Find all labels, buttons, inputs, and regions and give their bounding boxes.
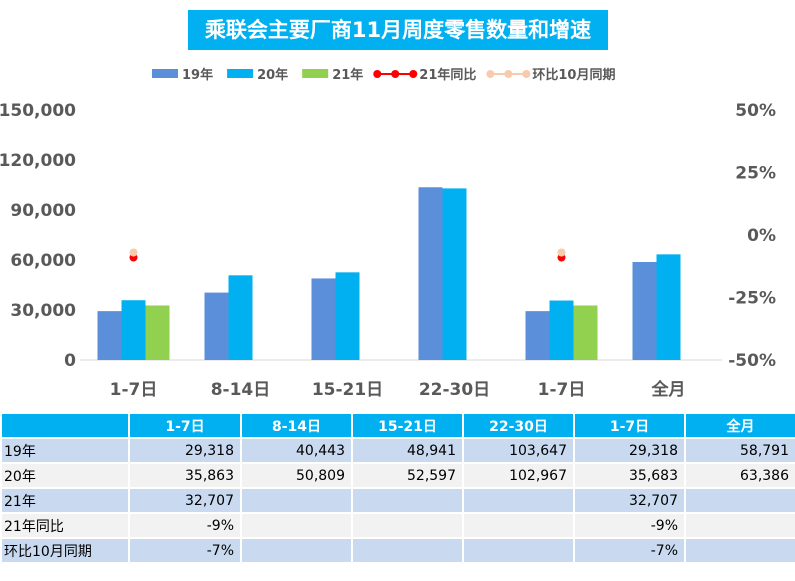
bar-19年 [525,311,550,360]
table-cell [351,512,464,539]
legend-label: 21年同比 [419,67,476,83]
legend-swatch [152,69,178,78]
table-row-label: 19年 [0,437,130,464]
bar-19年 [204,292,229,360]
table-cell: -9% [128,512,242,539]
bar-20年 [335,272,360,360]
legend-marker [409,70,418,78]
table-cell: 50,809 [240,462,353,489]
x-tick-label: 15-21日 [312,380,383,400]
legend-marker [391,70,400,78]
point-环比10月同期 [129,248,138,257]
table-cell: 35,683 [573,462,686,489]
table-cell: 103,647 [462,437,575,464]
bar-19年 [418,187,443,360]
table-row: 21年 32,707 32,707 [0,487,795,514]
legend-label: 20年 [257,67,288,83]
bar-20年 [549,300,574,360]
table-row: 20年 35,863 50,809 52,597 102,967 35,683 … [0,462,795,489]
bar-21年 [573,305,598,360]
table-cell: 58,791 [684,437,795,464]
table-cell [351,487,464,514]
x-tick-label: 22-30日 [419,380,490,400]
y-left-tick-label: 60,000 [10,251,76,271]
table-cell: 63,386 [684,462,795,489]
bar-19年 [97,311,122,360]
table-cell [462,487,575,514]
table-cell [684,487,795,514]
y-right-tick-label: -25% [728,289,776,309]
combo-chart: 0 30,000 60,000 90,000 120,000 150,000 -50% -25… [0,67,776,400]
y-left-tick-label: 0 [64,351,76,371]
bar-21年 [145,305,170,360]
table-cell: -9% [573,512,686,539]
table-header-row: 1-7日 8-14日 15-21日 22-30日 1-7日 全月 [0,412,795,439]
table-cell [240,537,353,564]
table-row-label: 21年同比 [0,512,130,539]
legend-marker [504,70,513,78]
chart-title: 乘联会主要厂商11月周度零售数量和增速 [188,10,608,50]
legend-swatch [227,69,254,78]
table-cell: -7% [573,537,686,564]
table-row: 19年 29,318 40,443 48,941 103,647 29,318 … [0,437,795,464]
x-tick-label: 1-7日 [538,380,586,400]
x-tick-label: 1-7日 [110,380,158,400]
y-left-tick-label: 120,000 [0,151,76,171]
y-right-tick-label: 25% [735,164,776,184]
table-header-cell: 1-7日 [128,412,242,439]
table-header-cell: 22-30日 [462,412,575,439]
table-cell [684,512,795,539]
table-cell [240,487,353,514]
table-corner-cell [0,412,130,439]
bar-20年 [442,188,467,360]
table-row: 环比10月同期 -7% -7% [0,537,795,564]
table-cell: 32,707 [573,487,686,514]
legend-marker [522,70,531,78]
y-left-tick-label: 90,000 [10,201,76,221]
table-row-label: 21年 [0,487,130,514]
y-left-tick-label: 150,000 [0,101,76,121]
y-right-tick-label: 0% [747,226,776,246]
table-header-cell: 15-21日 [351,412,464,439]
table-cell [462,537,575,564]
x-tick-label: 全月 [651,379,686,400]
table-cell: 52,597 [351,462,464,489]
legend-label: 环比10月同期 [532,67,615,83]
table-cell: 29,318 [128,437,242,464]
y-left-tick-label: 30,000 [10,301,76,321]
table-cell: 102,967 [462,462,575,489]
table-header-cell: 8-14日 [240,412,353,439]
table-cell [684,537,795,564]
table-row: 21年同比 -9% -9% [0,512,795,539]
table-cell: 32,707 [128,487,242,514]
table-cell: 35,863 [128,462,242,489]
table-cell [462,512,575,539]
bar-20年 [228,275,253,360]
table-cell: 48,941 [351,437,464,464]
legend-label: 19年 [182,67,213,83]
bar-19年 [632,262,657,360]
table-cell: 40,443 [240,437,353,464]
legend-marker [373,70,382,78]
legend-swatch [302,69,329,78]
table-header-cell: 1-7日 [573,412,686,439]
point-环比10月同期 [557,248,566,257]
table-header-cell: 全月 [684,412,795,439]
bar-19年 [311,278,336,360]
table-cell: 29,318 [573,437,686,464]
table-cell [351,537,464,564]
table-row-label: 20年 [0,462,130,489]
table-cell: -7% [128,537,242,564]
legend-label: 21年 [332,67,363,83]
y-right-tick-label: 50% [735,101,776,121]
data-table: 1-7日 8-14日 15-21日 22-30日 1-7日 全月 19年 29,… [0,412,795,564]
table-row-label: 环比10月同期 [0,537,130,564]
x-tick-label: 8-14日 [211,380,271,400]
y-right-tick-label: -50% [728,351,776,371]
table-cell [240,512,353,539]
bar-20年 [121,300,146,360]
legend-marker [486,70,495,78]
bar-20年 [656,254,681,360]
